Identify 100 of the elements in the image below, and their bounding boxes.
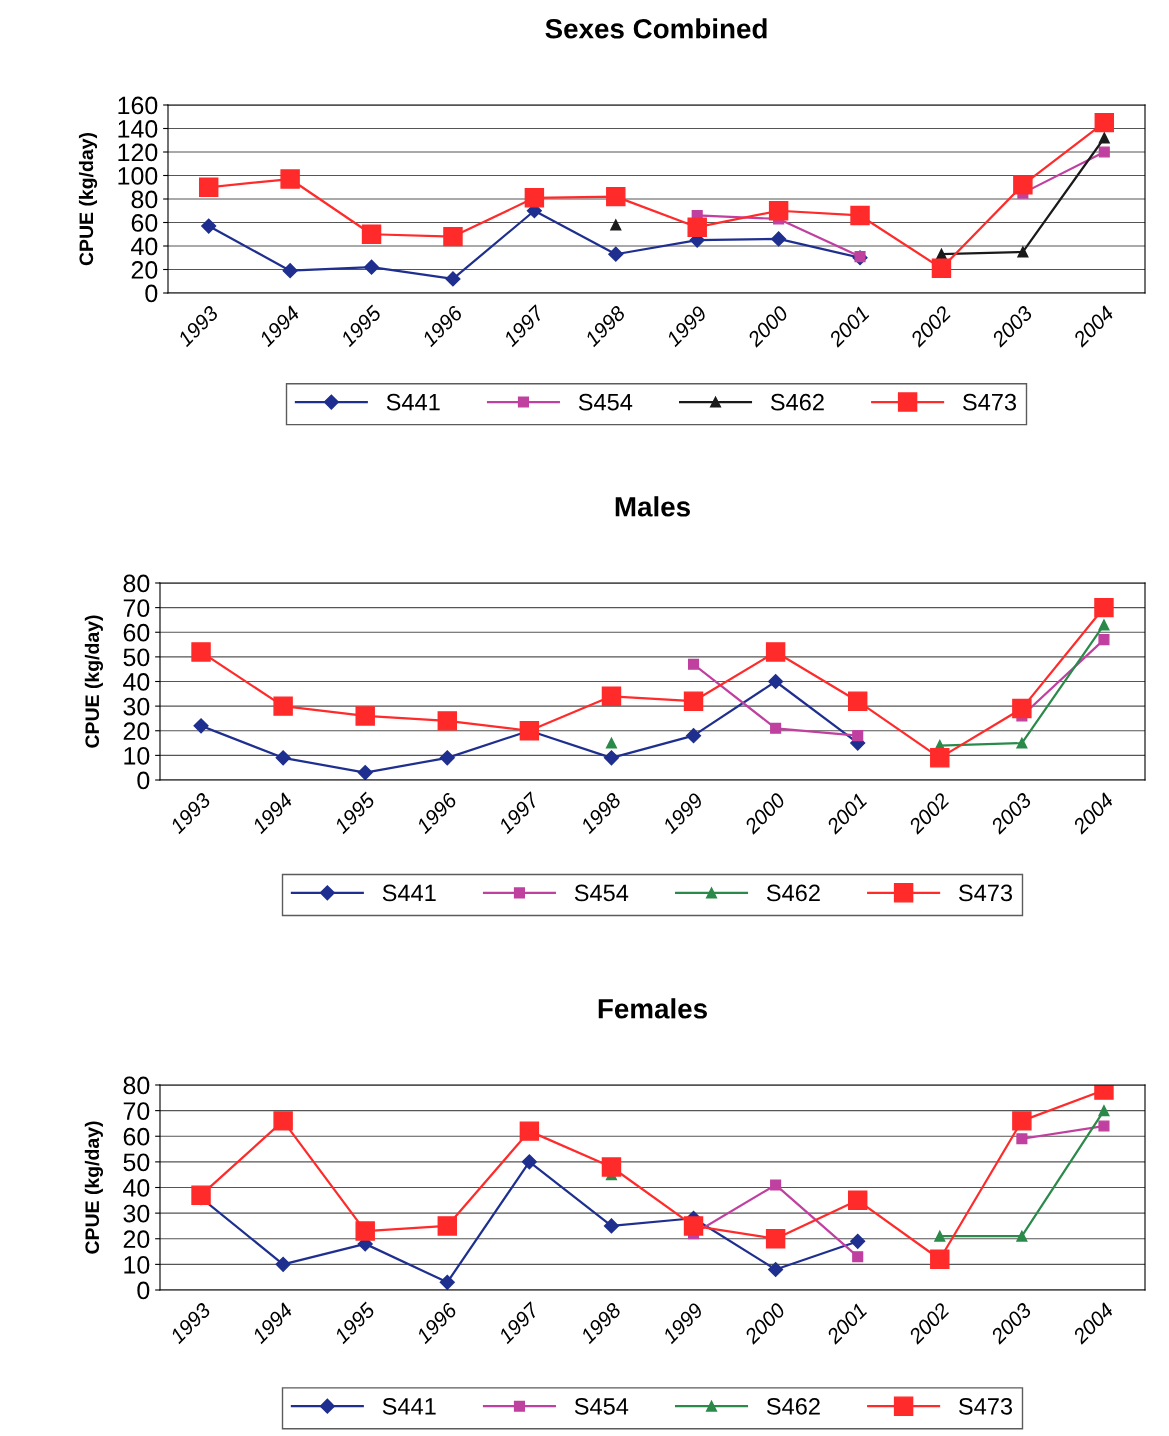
point bbox=[934, 1230, 946, 1242]
point bbox=[198, 177, 219, 197]
point bbox=[282, 263, 298, 279]
point bbox=[1016, 1230, 1028, 1242]
legend-label: S454 bbox=[578, 393, 633, 411]
point bbox=[1016, 1133, 1028, 1145]
point bbox=[275, 750, 291, 766]
point bbox=[361, 224, 382, 244]
point bbox=[687, 658, 700, 670]
y-tick-label: 30 bbox=[123, 1204, 150, 1223]
point bbox=[770, 722, 782, 734]
point bbox=[852, 730, 864, 742]
y-axis-title: CPUE (kg/day) bbox=[84, 1121, 104, 1254]
y-tick-label: 40 bbox=[123, 1179, 150, 1197]
legend-label: S441 bbox=[386, 393, 440, 411]
point bbox=[610, 219, 622, 231]
point bbox=[363, 259, 380, 275]
point bbox=[191, 642, 211, 662]
point bbox=[850, 205, 870, 226]
y-tick-label: 70 bbox=[123, 599, 150, 617]
y-tick-label: 20 bbox=[123, 722, 150, 741]
point bbox=[191, 1185, 211, 1205]
y-tick-label: 80 bbox=[123, 574, 150, 593]
y-tick-label: 40 bbox=[123, 673, 150, 691]
y-tick-label: 160 bbox=[118, 96, 158, 115]
point bbox=[439, 750, 455, 766]
y-tick-label: 0 bbox=[137, 1281, 150, 1300]
point bbox=[847, 691, 868, 711]
point bbox=[768, 1261, 784, 1278]
y-axis-title: CPUE (kg/day) bbox=[78, 132, 98, 266]
y-tick-label: 120 bbox=[118, 143, 158, 162]
point bbox=[1098, 1120, 1110, 1132]
legend-label: S462 bbox=[766, 884, 820, 902]
point bbox=[1094, 597, 1114, 618]
legend-label: S473 bbox=[958, 884, 1013, 902]
point bbox=[603, 1218, 620, 1234]
point bbox=[439, 1274, 455, 1290]
chart-title: Males bbox=[615, 496, 690, 517]
point bbox=[768, 673, 784, 690]
point bbox=[931, 258, 952, 279]
y-tick-label: 60 bbox=[123, 1127, 150, 1146]
legend-label: S441 bbox=[382, 884, 436, 902]
point bbox=[437, 1216, 458, 1236]
y-tick-label: 100 bbox=[118, 167, 158, 185]
point bbox=[683, 1216, 704, 1236]
point bbox=[765, 1229, 786, 1249]
y-tick-label: 80 bbox=[123, 1076, 150, 1095]
y-tick-label: 0 bbox=[145, 284, 158, 303]
point bbox=[683, 691, 704, 711]
point bbox=[524, 188, 545, 208]
point bbox=[1013, 175, 1033, 195]
legend-label: S462 bbox=[770, 393, 824, 411]
point bbox=[601, 686, 622, 706]
legend-label: S473 bbox=[958, 1397, 1013, 1415]
point bbox=[437, 711, 458, 731]
y-tick-label: 50 bbox=[123, 1153, 150, 1172]
point bbox=[1098, 132, 1110, 144]
point bbox=[850, 1233, 866, 1249]
y-tick-label: 40 bbox=[131, 237, 158, 256]
point bbox=[1017, 246, 1029, 258]
point bbox=[603, 750, 620, 766]
point bbox=[275, 1256, 291, 1272]
point bbox=[601, 1157, 622, 1177]
point bbox=[685, 728, 702, 744]
point bbox=[521, 1154, 537, 1170]
y-tick-label: 70 bbox=[123, 1102, 150, 1120]
point bbox=[1094, 112, 1115, 133]
legend-label: S441 bbox=[382, 1397, 436, 1415]
y-tick-label: 50 bbox=[123, 648, 150, 667]
point bbox=[930, 1249, 950, 1269]
y-axis-title: CPUE (kg/day) bbox=[84, 615, 104, 748]
y-tick-label: 30 bbox=[123, 697, 150, 716]
point bbox=[847, 1190, 868, 1211]
point bbox=[1098, 146, 1110, 158]
point bbox=[357, 765, 373, 780]
point bbox=[852, 1251, 864, 1263]
point bbox=[768, 201, 789, 221]
point bbox=[1016, 737, 1028, 749]
legend-label: S473 bbox=[962, 393, 1017, 411]
chart-title: Sexes Combined bbox=[545, 18, 767, 39]
point bbox=[1012, 1111, 1032, 1131]
y-tick-label: 20 bbox=[131, 261, 158, 279]
point bbox=[273, 696, 293, 716]
legend-label: S454 bbox=[574, 884, 629, 902]
point bbox=[355, 706, 375, 726]
point bbox=[355, 1221, 375, 1241]
point bbox=[1012, 698, 1032, 719]
chart-title: Females bbox=[598, 998, 707, 1019]
point bbox=[770, 1179, 782, 1191]
y-tick-label: 0 bbox=[137, 771, 150, 790]
y-tick-label: 80 bbox=[131, 190, 158, 209]
point bbox=[445, 271, 461, 287]
point bbox=[443, 226, 463, 247]
point bbox=[519, 1121, 540, 1141]
legend-label: S462 bbox=[766, 1397, 820, 1415]
y-tick-label: 10 bbox=[124, 746, 150, 765]
y-tick-label: 10 bbox=[124, 1255, 150, 1274]
point bbox=[193, 718, 209, 734]
y-tick-label: 60 bbox=[123, 623, 150, 642]
point bbox=[1098, 1105, 1110, 1117]
